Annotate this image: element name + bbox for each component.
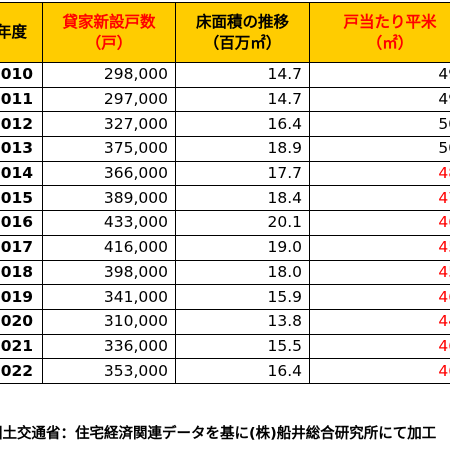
header-floor-area: 床面積の推移 （百万㎡）	[175, 2, 310, 63]
per-unit-cell: 46.	[309, 284, 450, 310]
year-cell: 2021	[0, 333, 43, 360]
units-cell: 389,000	[42, 185, 176, 212]
floor-area-cell: 14.7	[175, 62, 310, 88]
units-cell: 341,000	[42, 284, 176, 310]
floor-area-cell: 19.0	[175, 234, 310, 261]
header-per-unit-unit: （㎡）	[366, 33, 414, 52]
year-cell: 2017	[0, 234, 43, 261]
floor-area-cell: 17.7	[175, 160, 310, 187]
per-unit-cell: 49.	[309, 62, 450, 88]
units-cell: 297,000	[42, 86, 176, 113]
header-per-unit-label: 戸当たり平米	[343, 12, 437, 31]
per-unit-cell: 49.	[309, 86, 450, 113]
floor-area-cell: 20.1	[175, 210, 310, 236]
floor-area-cell: 18.4	[175, 185, 310, 212]
units-cell: 416,000	[42, 234, 176, 261]
per-unit-cell: 50.	[309, 136, 450, 162]
rental-housing-table: 年度 貸家新設戸数 （戸） 床面積の推移 （百万㎡） 戸当たり平米 （㎡） 20…	[0, 2, 450, 384]
per-unit-cell: 50.	[309, 111, 450, 138]
units-cell: 353,000	[42, 358, 176, 384]
year-cell: 2020	[0, 308, 43, 335]
year-cell: 2010	[0, 62, 43, 88]
year-cell: 2018	[0, 259, 43, 286]
year-cell: 2016	[0, 210, 43, 236]
year-cell: 2014	[0, 160, 43, 187]
header-year: 年度	[0, 2, 43, 63]
floor-area-cell: 15.9	[175, 284, 310, 310]
floor-area-cell: 13.8	[175, 308, 310, 335]
year-cell: 2011	[0, 86, 43, 113]
units-cell: 298,000	[42, 62, 176, 88]
source-note: 国土交通省：住宅経済関連データを基に(株)船井総合研究所にて加工	[0, 426, 437, 442]
floor-area-cell: 16.4	[175, 111, 310, 138]
per-unit-cell: 46.	[309, 333, 450, 360]
units-cell: 433,000	[42, 210, 176, 236]
table-header: 年度 貸家新設戸数 （戸） 床面積の推移 （百万㎡） 戸当たり平米 （㎡）	[0, 2, 450, 63]
year-cell: 2022	[0, 358, 43, 384]
per-unit-cell: 48.	[309, 160, 450, 187]
year-cell: 2015	[0, 185, 43, 212]
header-row: 年度 貸家新設戸数 （戸） 床面積の推移 （百万㎡） 戸当たり平米 （㎡）	[0, 2, 450, 63]
header-new-rental-units: 貸家新設戸数 （戸）	[42, 2, 176, 63]
per-unit-cell: 44.	[309, 308, 450, 335]
header-area-per-unit: 戸当たり平米 （㎡）	[309, 2, 450, 63]
floor-area-cell: 18.0	[175, 259, 310, 286]
per-unit-cell: 45.	[309, 234, 450, 261]
units-cell: 366,000	[42, 160, 176, 187]
units-cell: 375,000	[42, 136, 176, 162]
floor-area-cell: 14.7	[175, 86, 310, 113]
floor-area-cell: 18.9	[175, 136, 310, 162]
units-cell: 336,000	[42, 333, 176, 360]
units-cell: 398,000	[42, 259, 176, 286]
per-unit-cell: 46.	[309, 210, 450, 236]
units-cell: 310,000	[42, 308, 176, 335]
year-cell: 2012	[0, 111, 43, 138]
header-floor-label: 床面積の推移	[195, 12, 289, 31]
header-year-label: 年度	[0, 23, 27, 41]
per-unit-cell: 45.	[309, 259, 450, 286]
year-cell: 2013	[0, 136, 43, 162]
floor-area-cell: 15.5	[175, 333, 310, 360]
units-cell: 327,000	[42, 111, 176, 138]
header-floor-unit: （百万㎡）	[203, 33, 282, 52]
floor-area-cell: 16.4	[175, 358, 310, 384]
table-body: 2010298,00014.749.2011297,00014.749.2012…	[0, 62, 450, 384]
per-unit-cell: 47.	[309, 185, 450, 212]
year-cell: 2019	[0, 284, 43, 310]
header-units-label: 貸家新設戸数	[62, 12, 156, 31]
per-unit-cell: 46.	[309, 358, 450, 384]
header-units-unit: （戸）	[85, 33, 133, 52]
